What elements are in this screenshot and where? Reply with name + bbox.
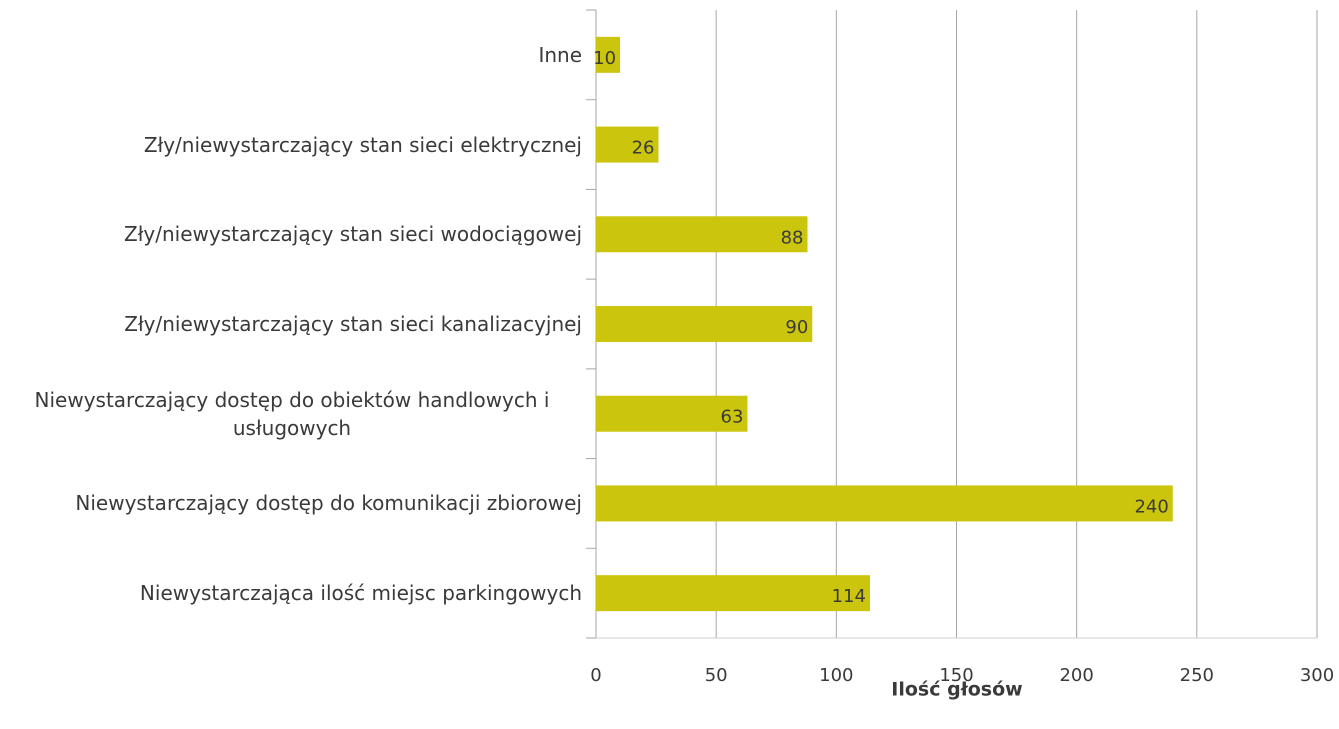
value-label: 10 bbox=[593, 48, 616, 69]
bar bbox=[596, 216, 808, 253]
x-tick-label: 200 bbox=[1059, 665, 1093, 686]
y-tick-label: Niewystarczający dostęp do komunikacji z… bbox=[75, 491, 582, 516]
value-label: 114 bbox=[832, 586, 866, 607]
bar bbox=[596, 126, 659, 163]
value-label: 240 bbox=[1134, 496, 1168, 517]
y-tick-label: Niewystarczająca ilość miejsc parkingowy… bbox=[139, 581, 582, 606]
x-tick-label: 100 bbox=[819, 665, 853, 686]
bar bbox=[596, 485, 1173, 522]
x-tick-label: 50 bbox=[705, 665, 728, 686]
y-tick-label: Zły/niewystarczający stan sieci kanaliza… bbox=[124, 312, 582, 336]
bar bbox=[596, 36, 621, 73]
value-label: 63 bbox=[721, 407, 744, 428]
y-tick-label: Zły/niewystarczający stan sieci wodociąg… bbox=[124, 222, 582, 247]
bar bbox=[596, 306, 813, 342]
bar bbox=[596, 575, 870, 612]
x-tick-label: 0 bbox=[590, 665, 601, 686]
y-tick-label: Zły/niewystarczający stan sieci elektryc… bbox=[143, 132, 582, 157]
value-label: 90 bbox=[785, 317, 808, 338]
y-tick-label: Inne bbox=[538, 42, 582, 67]
bar bbox=[596, 395, 748, 432]
x-tick-label: 250 bbox=[1180, 665, 1214, 686]
x-axis-title: Ilość głosów bbox=[891, 679, 1022, 701]
value-label: 26 bbox=[632, 138, 655, 159]
value-label: 88 bbox=[781, 227, 804, 248]
x-tick-label: 150 bbox=[939, 665, 973, 686]
x-tick-label: 300 bbox=[1300, 665, 1334, 686]
y-tick-label: Niewystarczający dostęp do obiektów hand… bbox=[34, 387, 550, 440]
